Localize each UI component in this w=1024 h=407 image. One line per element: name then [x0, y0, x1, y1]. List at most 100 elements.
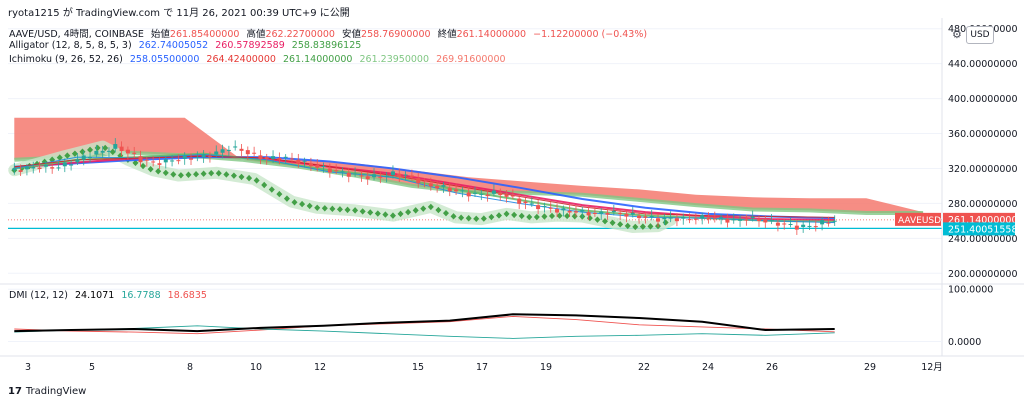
- candle-body: [43, 164, 48, 167]
- candle-body: [258, 155, 263, 160]
- candle-body: [435, 185, 440, 189]
- alligator-jaw-value: 262.74005052: [138, 40, 209, 51]
- candle-body: [473, 192, 477, 194]
- time-tick-label: 8: [187, 362, 193, 373]
- lagging-span-marker: [533, 213, 540, 221]
- dmi-label: DMI (12, 12): [9, 290, 68, 301]
- alligator-legend[interactable]: Alligator (12, 8, 5, 8, 5, 3) 262.740050…: [9, 40, 365, 51]
- lagging-span-marker: [624, 222, 631, 230]
- lagging-span-marker: [473, 215, 480, 222]
- time-tick-label: 17: [476, 362, 488, 373]
- lagging-span-marker: [64, 152, 71, 159]
- candle-body: [738, 218, 743, 221]
- candle-body: [56, 167, 61, 169]
- lagging-span-marker: [458, 214, 465, 221]
- lagging-span-marker: [374, 210, 381, 217]
- candle-body: [346, 172, 351, 177]
- symbol-legend[interactable]: AAVE/USD, 4時間, COINBASE 始値261.85400000 高…: [9, 26, 651, 40]
- lagging-span-marker: [132, 159, 139, 167]
- candle-body: [327, 168, 332, 173]
- candle-body: [245, 150, 250, 155]
- candle-body: [189, 158, 194, 160]
- candle-body: [479, 193, 484, 195]
- time-tick-label: 15: [412, 362, 424, 373]
- candle-body: [832, 220, 837, 222]
- candle-body: [24, 166, 29, 170]
- alligator-teeth-value: 260.57892589: [215, 40, 285, 51]
- lagging-span-marker: [367, 209, 374, 216]
- candle-body: [176, 160, 181, 162]
- lagging-span-marker: [71, 150, 78, 157]
- lagging-span-marker: [389, 212, 396, 219]
- price-candles: [12, 138, 837, 235]
- candle-body: [681, 216, 686, 219]
- time-tick-label: 12: [314, 362, 326, 373]
- ichimoku-kijun-value: 264.42400000: [206, 54, 276, 65]
- candle-body: [81, 155, 86, 160]
- lagging-span-marker: [200, 170, 207, 177]
- candle-body: [706, 217, 711, 220]
- lagging-span-marker: [427, 203, 434, 211]
- lagging-span-marker: [268, 186, 275, 193]
- candle-body: [674, 218, 679, 222]
- candle-body: [100, 150, 105, 153]
- candle-body: [782, 223, 787, 225]
- price-tick-label: 200.00000000: [948, 269, 1018, 280]
- lagging-span-marker: [261, 181, 268, 189]
- dmi-legend[interactable]: DMI (12, 12) 24.1071 16.7788 18.6835: [9, 290, 211, 301]
- candle-body: [756, 219, 761, 221]
- lagging-span-marker: [480, 215, 487, 222]
- tradingview-logo-icon: 𝟭𝟳: [8, 386, 22, 397]
- candle-body: [763, 219, 768, 223]
- candle-body: [561, 208, 566, 211]
- candle-body: [378, 176, 383, 178]
- candle-body: [491, 190, 496, 194]
- lagging-span-marker: [170, 171, 177, 178]
- candle-body: [397, 173, 402, 178]
- lagging-span-marker: [647, 223, 654, 230]
- candle-body: [62, 162, 67, 167]
- candle-body: [662, 217, 667, 220]
- dmi-tick-label: 0.0000: [948, 337, 981, 348]
- candle-body: [637, 215, 642, 219]
- time-axis[interactable]: 3 5 8 10 12 15 17 19 22 24 26 29 12月: [0, 355, 1024, 373]
- dmi-pane: 100.0000 0.0000: [0, 283, 1024, 348]
- candle-body: [611, 210, 616, 213]
- candle-body: [94, 150, 99, 155]
- candle-body: [37, 167, 42, 170]
- candle-body: [201, 154, 206, 158]
- lagging-span-marker: [208, 169, 215, 177]
- candle-body: [693, 218, 698, 220]
- ichimoku-lagging-value: 261.14000000: [282, 54, 353, 65]
- line-price-tag-label: 251.40051558: [948, 224, 1018, 235]
- candle-body: [700, 215, 705, 219]
- candle-body: [466, 192, 471, 197]
- candle-body: [523, 201, 528, 204]
- currency-button[interactable]: USD: [966, 26, 994, 44]
- candle-body: [580, 209, 585, 212]
- time-tick-label: 10: [250, 362, 262, 373]
- jaw-line: [14, 156, 835, 220]
- candle-body: [599, 211, 604, 214]
- candle-body: [668, 217, 673, 219]
- candle-body: [618, 213, 623, 215]
- lagging-span-marker: [314, 204, 321, 211]
- ichimoku-legend[interactable]: Ichimoku (9, 26, 52, 26) 258.05500000 26…: [9, 54, 510, 65]
- symbol-tag-box: [895, 212, 941, 226]
- tradingview-footer[interactable]: 𝟭𝟳 TradingView: [8, 386, 86, 397]
- candle-body: [106, 150, 111, 152]
- lagging-span-marker: [215, 170, 222, 177]
- gear-icon[interactable]: ⚙: [952, 28, 962, 41]
- candle-body: [289, 158, 294, 160]
- lagging-span-marker: [253, 177, 260, 184]
- candle-body: [409, 175, 414, 177]
- lagging-span-marker: [299, 200, 306, 208]
- candle-body: [365, 176, 370, 180]
- time-tick-label: 29: [864, 362, 876, 373]
- time-tick-label: 24: [702, 362, 714, 373]
- lagging-span-marker: [526, 213, 533, 221]
- candle-body: [826, 222, 831, 224]
- candle-body: [31, 167, 36, 169]
- candle-body: [750, 216, 755, 219]
